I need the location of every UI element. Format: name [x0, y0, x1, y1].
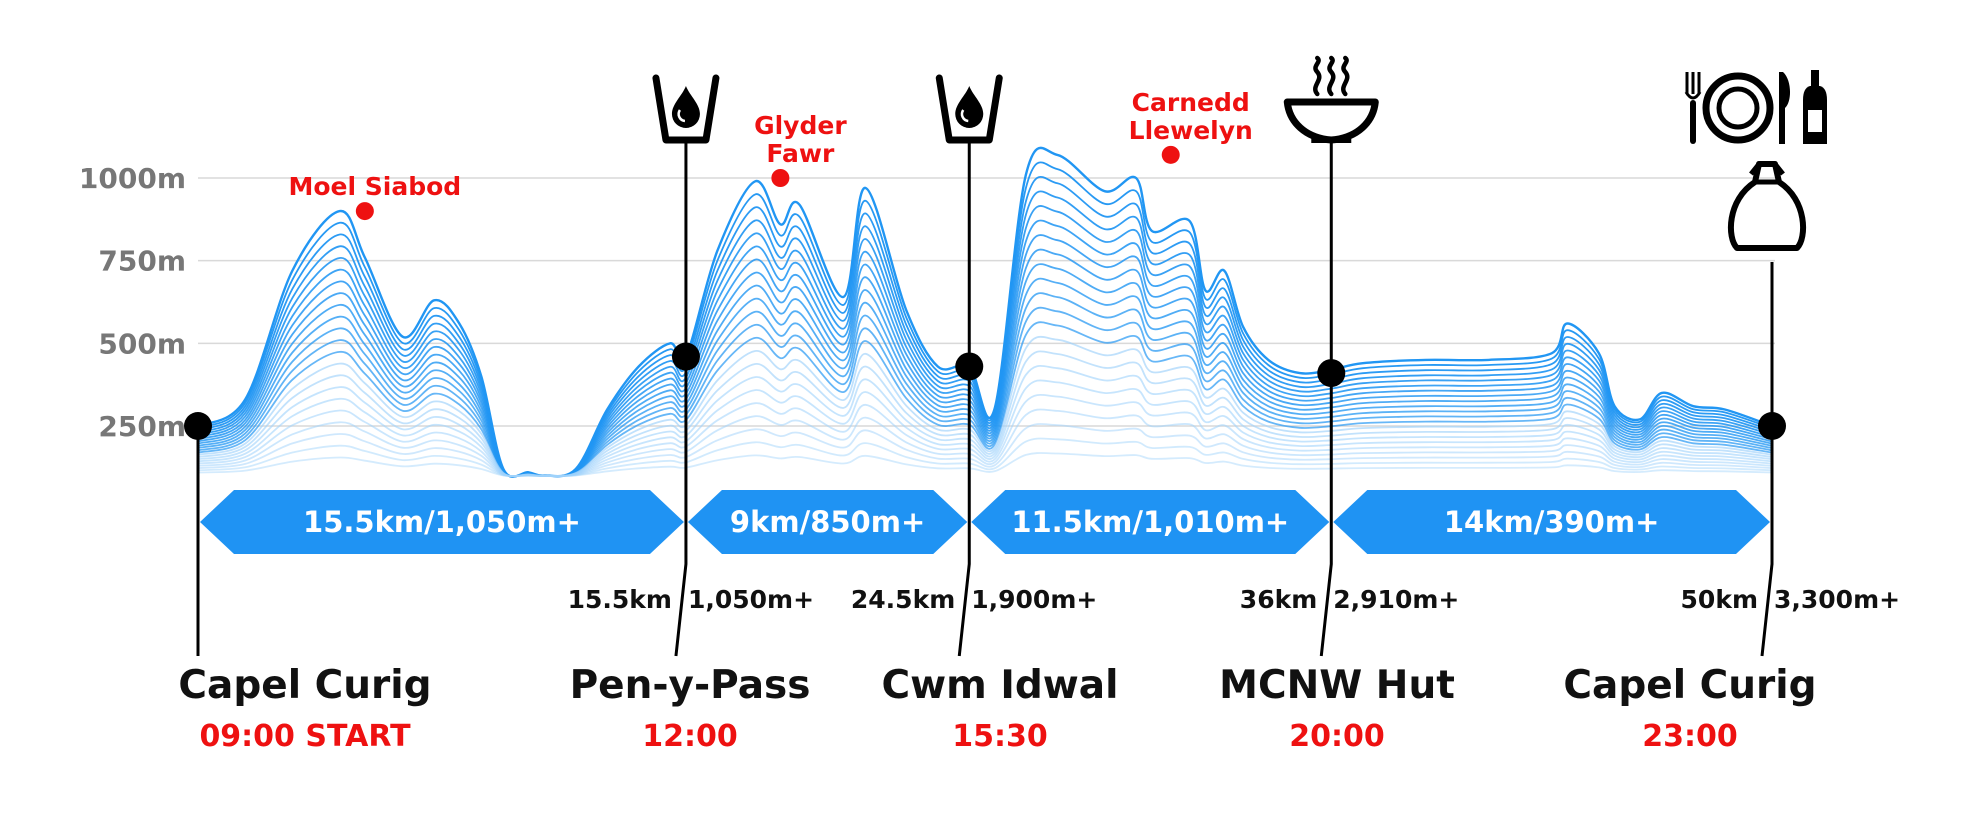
leg-arrow [1333, 490, 1770, 554]
checkpoint-time: 23:00 [1642, 719, 1738, 754]
cumulative-ascent: 3,300m+ [1774, 585, 1900, 614]
checkpoint-name: Cwm Idwal [881, 663, 1118, 708]
profile-contour-line [197, 176, 1773, 478]
y-tick-label: 250m [98, 410, 186, 443]
leg-distance-label: 14km/390m+ [1444, 505, 1660, 539]
cumulative-distance: 50km [1681, 585, 1758, 614]
checkpoint-icons [652, 55, 1827, 251]
profile-contour-line [197, 205, 1773, 478]
summit-name: Llewelyn [1129, 116, 1253, 145]
water-cup-icon [652, 74, 720, 144]
y-axis-ticks: 1000m 750m 500m 250m [79, 162, 186, 443]
summit-name: Moel Siabod [288, 172, 461, 201]
cumulative-distance: 24.5km [851, 585, 955, 614]
summit-name: Fawr [766, 139, 835, 168]
checkpoint-time: 20:00 [1289, 719, 1385, 754]
checkpoint-name: Pen-y-Pass [570, 663, 811, 708]
leg-distance-label: 15.5km/1,050m+ [303, 505, 581, 539]
cumulative-ascent: 1,050m+ [688, 585, 814, 614]
checkpoint-stem-lower [1760, 426, 1774, 657]
y-tick-label: 500m [98, 327, 186, 360]
leg-arrow [971, 490, 1330, 554]
cumulative-distance: 15.5km [568, 585, 672, 614]
checkpoint-stem-lower [957, 366, 971, 657]
summit-dot [771, 169, 790, 187]
leg-arrow [200, 490, 684, 554]
leg-arrow [687, 490, 968, 554]
hot-soup-icon [1283, 55, 1379, 144]
checkpoint-name: MCNW Hut [1219, 663, 1455, 708]
profile-contour-line [197, 146, 1773, 478]
checkpoint-stems: 15.5km 1,050m+ 24.5km 1,900m+ 36km 2,910m+ 50k… [184, 142, 1900, 657]
y-tick-label: 1000m [79, 162, 186, 195]
checkpoint-name: Capel Curig [178, 663, 431, 708]
summit-name: Glyder [754, 111, 847, 140]
profile-contour-line [197, 234, 1773, 478]
profile-contour-line [197, 161, 1773, 478]
checkpoint-time: 09:00 START [199, 719, 411, 754]
meal-and-bag-icon [1684, 70, 1827, 251]
summit-dot [355, 202, 374, 221]
cumulative-ascent: 2,910m+ [1333, 585, 1459, 614]
y-tick-label: 750m [98, 245, 186, 278]
summit-dot [1161, 145, 1180, 164]
leg-arrows: 15.5km/1,050m+ 9km/850m+ 11.5km/1,010m+ 14k… [200, 490, 1770, 554]
profile-contour-line [197, 263, 1773, 478]
checkpoint-stem-lower [674, 356, 688, 657]
checkpoint-dot [1317, 359, 1346, 388]
cumulative-distance: 36km [1240, 585, 1317, 614]
cumulative-ascent: 1,900m+ [971, 585, 1097, 614]
checkpoint-stem-lower [1319, 373, 1333, 657]
leg-distance-label: 9km/850m+ [730, 505, 925, 539]
checkpoint-dot [671, 342, 700, 371]
profile-contour-line [197, 190, 1773, 478]
checkpoint-time: 12:00 [642, 719, 738, 754]
checkpoint-dot [1758, 412, 1786, 440]
checkpoint-dot [955, 352, 984, 381]
checkpoint-dot [184, 412, 212, 440]
profile-contour-line [197, 219, 1773, 478]
summit-name: Carnedd [1132, 88, 1250, 117]
checkpoint-labels: Capel Curig 09:00 START Pen-y-Pass 12:00 Cwm… [178, 663, 1816, 754]
checkpoint-time: 15:30 [952, 719, 1048, 754]
checkpoint-name: Capel Curig [1563, 663, 1816, 708]
profile-contour-line [197, 292, 1773, 478]
leg-distance-label: 11.5km/1,010m+ [1011, 505, 1289, 539]
water-cup-icon [935, 74, 1003, 144]
profile-contour-line [197, 248, 1773, 478]
